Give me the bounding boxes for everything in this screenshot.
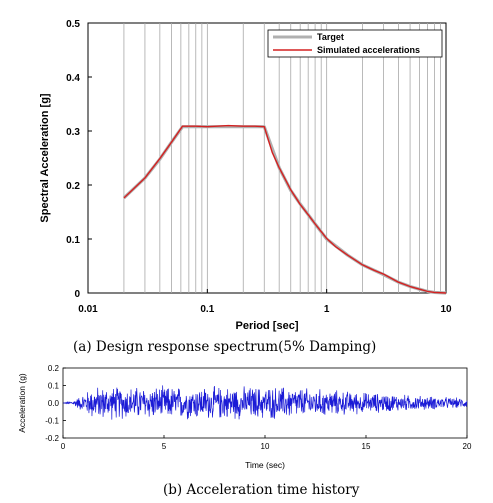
- y-tick-label: 0.1: [66, 235, 80, 246]
- legend-label-simulated: Simulated accelerations: [317, 45, 420, 55]
- x-axis-label-b: Time (sec): [245, 460, 285, 470]
- y-tick-label-b: -0.1: [45, 417, 59, 426]
- x-tick-label: 0.1: [200, 304, 214, 315]
- y-tick-label-b: -0.2: [45, 434, 59, 443]
- acceleration-line: [62, 385, 468, 420]
- y-tick-label: 0.2: [66, 181, 80, 192]
- series-lines: [122, 124, 447, 295]
- y-axis-label: Spectral Acceleration [g]: [39, 93, 51, 223]
- series-lines-b: [62, 385, 468, 420]
- y-tick-label: 0.4: [66, 73, 80, 84]
- vertical-gridlines: [123, 23, 441, 293]
- x-tick-label-b: 15: [362, 442, 371, 451]
- acceleration-time-history-chart: 0 5 10 15 20 -0.2 -0.1 0.0 0.1 0.2 Time (sec) Acc…: [17, 364, 472, 498]
- plot-frame: [87, 22, 447, 294]
- series-simulated-line: [123, 124, 447, 294]
- y-tick-label: 0.5: [66, 19, 80, 30]
- x-tick-label-b: 10: [261, 442, 270, 451]
- x-tick-label: 10: [440, 304, 452, 315]
- legend-box: [267, 29, 443, 58]
- y-tick-label-b: 0.1: [48, 382, 60, 391]
- y-tick-label: 0.3: [66, 127, 80, 138]
- y-tick-label-b: 0.2: [48, 364, 60, 373]
- x-axis-label: Period [sec]: [236, 320, 299, 332]
- x-tick-label-b: 0: [61, 442, 66, 451]
- tick-labels: 0.01 0.1 1 10 0 0.1 0.2 0.3 0.4 0.5: [66, 19, 452, 315]
- y-tick-label: 0: [74, 289, 80, 300]
- legend: Target Simulated accelerations: [267, 29, 443, 58]
- legend-label-target: Target: [317, 32, 344, 42]
- caption-a: (a) Design response spectrum(5% Damping): [73, 339, 376, 355]
- x-tick-label: 0.01: [78, 304, 98, 315]
- x-tick-label-b: 5: [162, 442, 167, 451]
- x-tick-label: 1: [324, 304, 330, 315]
- caption-b: (b) Acceleration time history: [163, 482, 360, 498]
- tick-labels-b: 0 5 10 15 20 -0.2 -0.1 0.0 0.1 0.2: [45, 364, 472, 451]
- y-axis-label-b: Acceleration (g): [17, 373, 27, 433]
- y-tick-label-b: 0.0: [48, 399, 60, 408]
- x-tick-label-b: 20: [463, 442, 472, 451]
